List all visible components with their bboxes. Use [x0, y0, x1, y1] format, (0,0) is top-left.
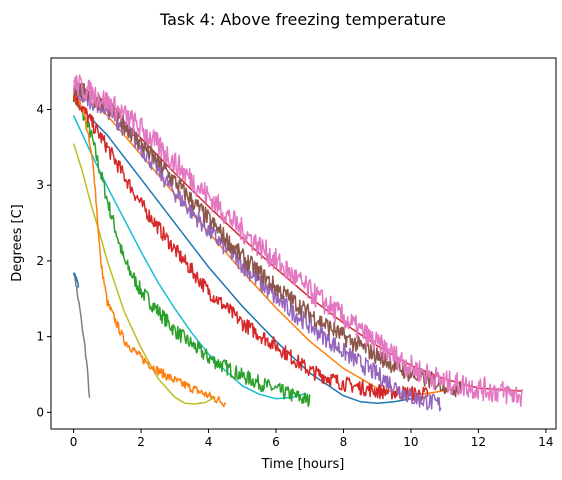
- x-tick-label: 14: [538, 435, 553, 449]
- plot-lines: [72, 74, 524, 412]
- y-tick-label: 0: [36, 405, 44, 419]
- x-tick-label: 8: [340, 435, 348, 449]
- y-tick-label: 2: [36, 254, 44, 268]
- x-tick-label: 4: [205, 435, 213, 449]
- x-tick-label: 2: [137, 435, 145, 449]
- y-tick-label: 4: [36, 102, 44, 116]
- series-line-2: [72, 143, 216, 405]
- x-axis-ticks: 0 2 4 6 8 10 12 14: [70, 429, 554, 449]
- x-tick-label: 10: [403, 435, 418, 449]
- series-line-9: [73, 85, 442, 412]
- series-line-13: [72, 272, 80, 289]
- series-line-12: [72, 273, 91, 398]
- series-line-7: [73, 95, 227, 408]
- series-line-1: [72, 115, 307, 400]
- y-axis-ticks: 0 1 2 3 4: [36, 102, 51, 419]
- x-tick-label: 6: [272, 435, 280, 449]
- y-axis-label: Degrees [C]: [10, 204, 25, 281]
- series-line-8: [72, 92, 429, 402]
- series-line-5: [73, 80, 523, 392]
- x-tick-label: 0: [70, 435, 78, 449]
- series-line-6: [72, 88, 311, 408]
- x-axis-label: Time [hours]: [261, 457, 345, 472]
- series-line-11: [72, 74, 524, 407]
- x-tick-label: 12: [471, 435, 486, 449]
- y-tick-label: 1: [36, 330, 44, 344]
- y-tick-label: 3: [36, 178, 44, 192]
- series-line-3: [73, 99, 425, 405]
- plot-frame: [50, 57, 557, 430]
- chart-title: Task 4: Above freezing temperature: [159, 10, 446, 29]
